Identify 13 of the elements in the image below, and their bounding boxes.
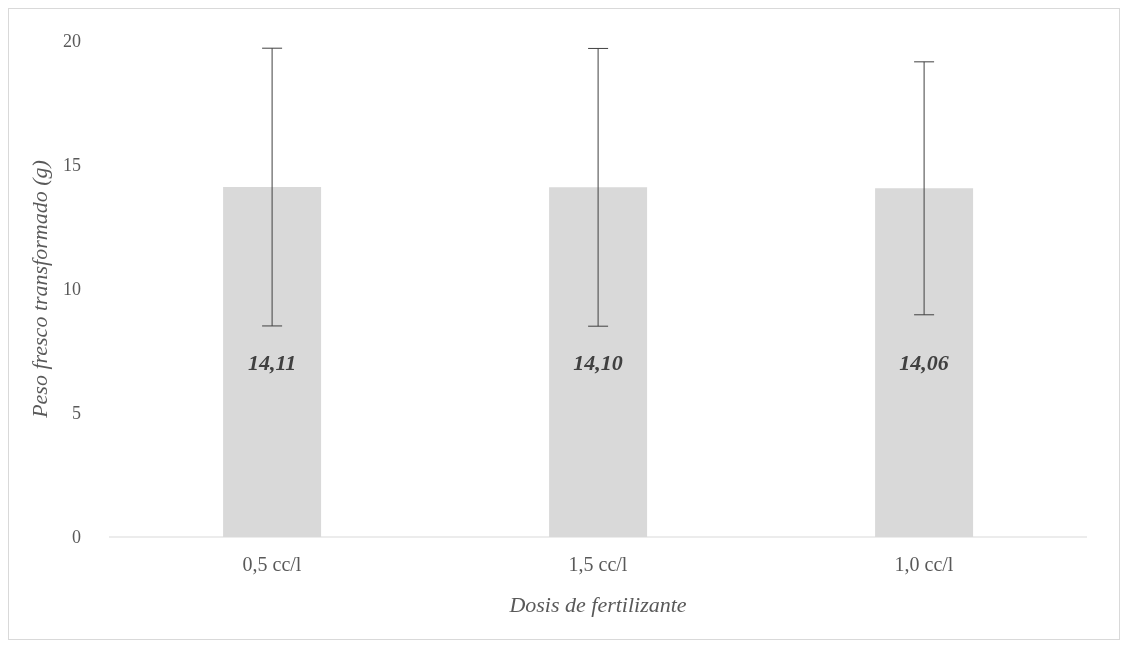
y-tick-label: 5 bbox=[72, 403, 81, 424]
data-label: 14,11 bbox=[247, 349, 297, 375]
x-tick-label: 0,5 cc/l bbox=[242, 553, 302, 576]
data-label: 14,06 bbox=[899, 350, 949, 376]
y-tick-label: 10 bbox=[63, 279, 81, 300]
x-axis-title: Dosis de fertilizante bbox=[508, 592, 687, 617]
x-tick-label: 1,5 cc/l bbox=[568, 553, 628, 576]
data-label: 14,10 bbox=[573, 349, 623, 375]
y-axis-title: Peso fresco transformado (g) bbox=[26, 160, 52, 419]
y-tick-label: 15 bbox=[63, 155, 81, 176]
x-tick-label: 1,0 cc/l bbox=[894, 553, 954, 576]
y-tick-label: 0 bbox=[72, 527, 81, 548]
y-tick-label: 20 bbox=[63, 31, 81, 52]
